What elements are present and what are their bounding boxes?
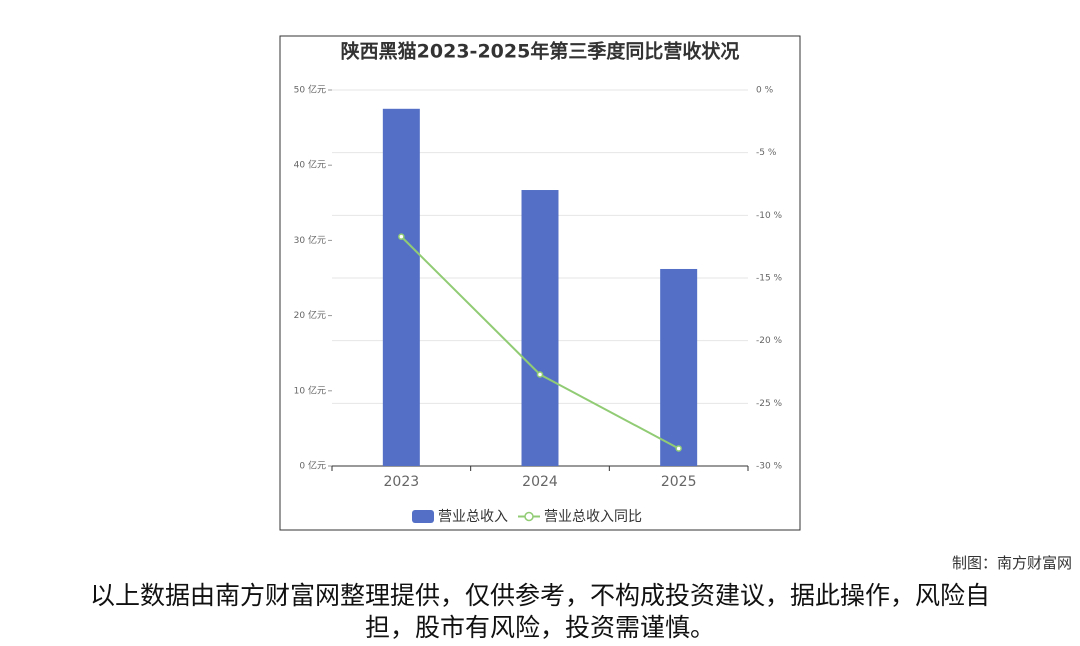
bar xyxy=(382,108,420,467)
y-tick-label: 50 亿元 xyxy=(294,84,326,96)
point xyxy=(536,371,544,378)
disclaimer: 以上数据由南方财富网整理提供，仅供参考，不构成投资建议，据此操作，风险自担，股市… xyxy=(89,581,990,642)
point xyxy=(398,233,405,240)
y2-tick-label: -5 % xyxy=(756,148,777,158)
y2-tick-label: 0 % xyxy=(756,86,774,96)
legend-label: 营业总收入同比 xyxy=(544,509,642,525)
y-tick-label: 0 亿元 xyxy=(299,460,326,472)
x-tick-label: 2023 xyxy=(384,474,420,490)
x-tick-label: 2024 xyxy=(522,474,558,490)
y-tick-label: 10 亿元 xyxy=(294,384,326,396)
y2-tick-label: -15 % xyxy=(756,274,783,284)
y2-tick-label: -20 % xyxy=(756,336,783,346)
point xyxy=(675,445,682,452)
y2-tick-label: -10 % xyxy=(756,211,783,221)
legend-swatch xyxy=(524,511,534,522)
legend-label: 营业总收入 xyxy=(438,509,508,525)
y-tick-label: 40 亿元 xyxy=(294,159,326,171)
y2-tick-label: -30 % xyxy=(756,462,783,472)
x-tick-label: 2025 xyxy=(661,474,697,490)
bar xyxy=(521,190,559,467)
credit: 制图：南方财富网 xyxy=(951,554,1072,572)
y2-tick-label: -25 % xyxy=(756,399,783,409)
legend-swatch xyxy=(412,510,434,523)
bar xyxy=(660,268,698,466)
chart-title: 陕西黑猫2023-2025年第三季度同比营收状况 xyxy=(341,40,740,63)
y-tick-label: 30 亿元 xyxy=(294,234,326,246)
y-tick-label: 20 亿元 xyxy=(294,309,326,321)
